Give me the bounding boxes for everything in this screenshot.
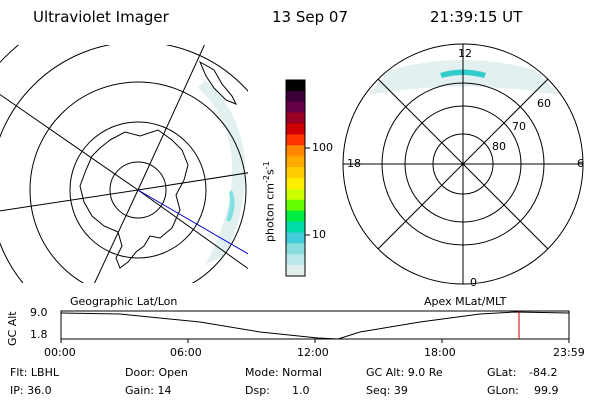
orbit-track: [137, 189, 248, 255]
status-dsp-value: 1.0: [292, 384, 310, 397]
altitude-ylabel: GC Alt: [6, 311, 19, 346]
colorbar: [285, 79, 306, 277]
colorbar-segment: [286, 265, 305, 277]
status-dsp-label: Dsp:: [245, 384, 270, 397]
colorbar-segment: [286, 134, 305, 146]
grid-circle: [0, 45, 20, 64]
instrument-title: Ultraviolet Imager: [33, 8, 169, 26]
status-gain: Gain: 14: [125, 384, 172, 397]
colorbar-segment: [286, 210, 305, 223]
colorbar-segment: [286, 199, 305, 212]
status-glon-label: GLon:: [487, 384, 519, 397]
time-tick-0000: 00:00: [44, 346, 76, 359]
mlt-label-18: 18: [347, 157, 361, 170]
status-ip: IP: 36.0: [10, 384, 52, 397]
altitude-ytick-min: 1.8: [30, 328, 48, 341]
status-seq: Seq: 39: [366, 384, 408, 397]
altitude-plot-frame: [60, 310, 570, 340]
time-tick-1200: 12:00: [297, 346, 329, 359]
status-glon-value: 99.9: [534, 384, 559, 397]
colorbar-unit-mid: s: [263, 169, 277, 176]
magnetic-caption: Apex MLat/MLT: [424, 295, 507, 308]
antarctica-coastline: [79, 129, 189, 269]
grid-line: [0, 93, 139, 191]
grid-circle: [69, 121, 207, 259]
mlat-label-60: 60: [537, 97, 551, 110]
colorbar-segment: [286, 156, 305, 168]
magnetic-map: [342, 43, 584, 285]
colorbar-segment: [286, 221, 305, 233]
altitude-ytick-max: 9.0: [30, 306, 48, 319]
colorbar-segment: [286, 123, 305, 135]
geographic-caption: Geographic Lat/Lon: [70, 295, 178, 308]
status-door: Door: Open: [125, 366, 188, 379]
status-filter: Flt: LBHL: [10, 366, 59, 379]
colorbar-unit-sup2: -1: [262, 161, 271, 170]
colorbar-segment: [286, 80, 305, 92]
status-glat-value: -84.2: [529, 366, 558, 379]
colorbar-tick-100: 100: [312, 141, 333, 154]
colorbar-segment: [286, 167, 305, 179]
mlt-label-6: 6: [577, 157, 584, 170]
grid-line: [377, 78, 549, 250]
mlat-label-80: 80: [492, 140, 506, 153]
colorbar-segment: [286, 145, 305, 157]
grid-circle: [109, 161, 167, 219]
aurora-emission: [198, 80, 246, 265]
time-tick-0600: 06:00: [170, 346, 202, 359]
grid-line: [137, 172, 248, 191]
colorbar-segment: [286, 90, 305, 103]
colorbar-segment: [286, 101, 305, 114]
grid-line: [137, 45, 205, 191]
mlt-label-12: 12: [458, 47, 472, 60]
colorbar-tick-10: 10: [312, 228, 326, 241]
altitude-plot: [60, 310, 570, 343]
altitude-curve: [60, 311, 570, 340]
colorbar-frame: [285, 79, 306, 277]
colorbar-segment: [286, 178, 305, 190]
image-date: 13 Sep 07: [272, 8, 348, 26]
aurora-oval-emission: [368, 60, 560, 95]
grid-line: [0, 189, 139, 212]
status-gc-alt: GC Alt: 9.0 Re: [366, 366, 443, 379]
time-tick-1800: 18:00: [424, 346, 456, 359]
geographic-map: [0, 45, 248, 283]
image-time: 21:39:15 UT: [430, 8, 523, 26]
mlt-label-0: 0: [470, 276, 477, 289]
colorbar-unit-sup1: -2: [262, 175, 271, 184]
colorbar-segment: [286, 112, 305, 125]
colorbar-segment: [286, 254, 305, 266]
colorbar-segment: [286, 243, 305, 255]
colorbar-unit-text: photon cm: [263, 183, 277, 242]
colorbar-segment: [286, 232, 305, 244]
status-glat-label: GLat:: [487, 366, 517, 379]
aurora-bright-spot: [226, 190, 235, 222]
colorbar-segment: [286, 188, 305, 201]
grid-circle: [29, 81, 247, 283]
mlat-label-70: 70: [512, 120, 526, 133]
coastline-segment: [198, 60, 238, 105]
status-mode: Mode: Normal: [245, 366, 322, 379]
grid-line: [94, 189, 139, 283]
time-tick-2359: 23:59: [553, 346, 585, 359]
colorbar-unit-label: photon cm-2s-1: [262, 161, 277, 242]
grid-line: [137, 189, 248, 270]
